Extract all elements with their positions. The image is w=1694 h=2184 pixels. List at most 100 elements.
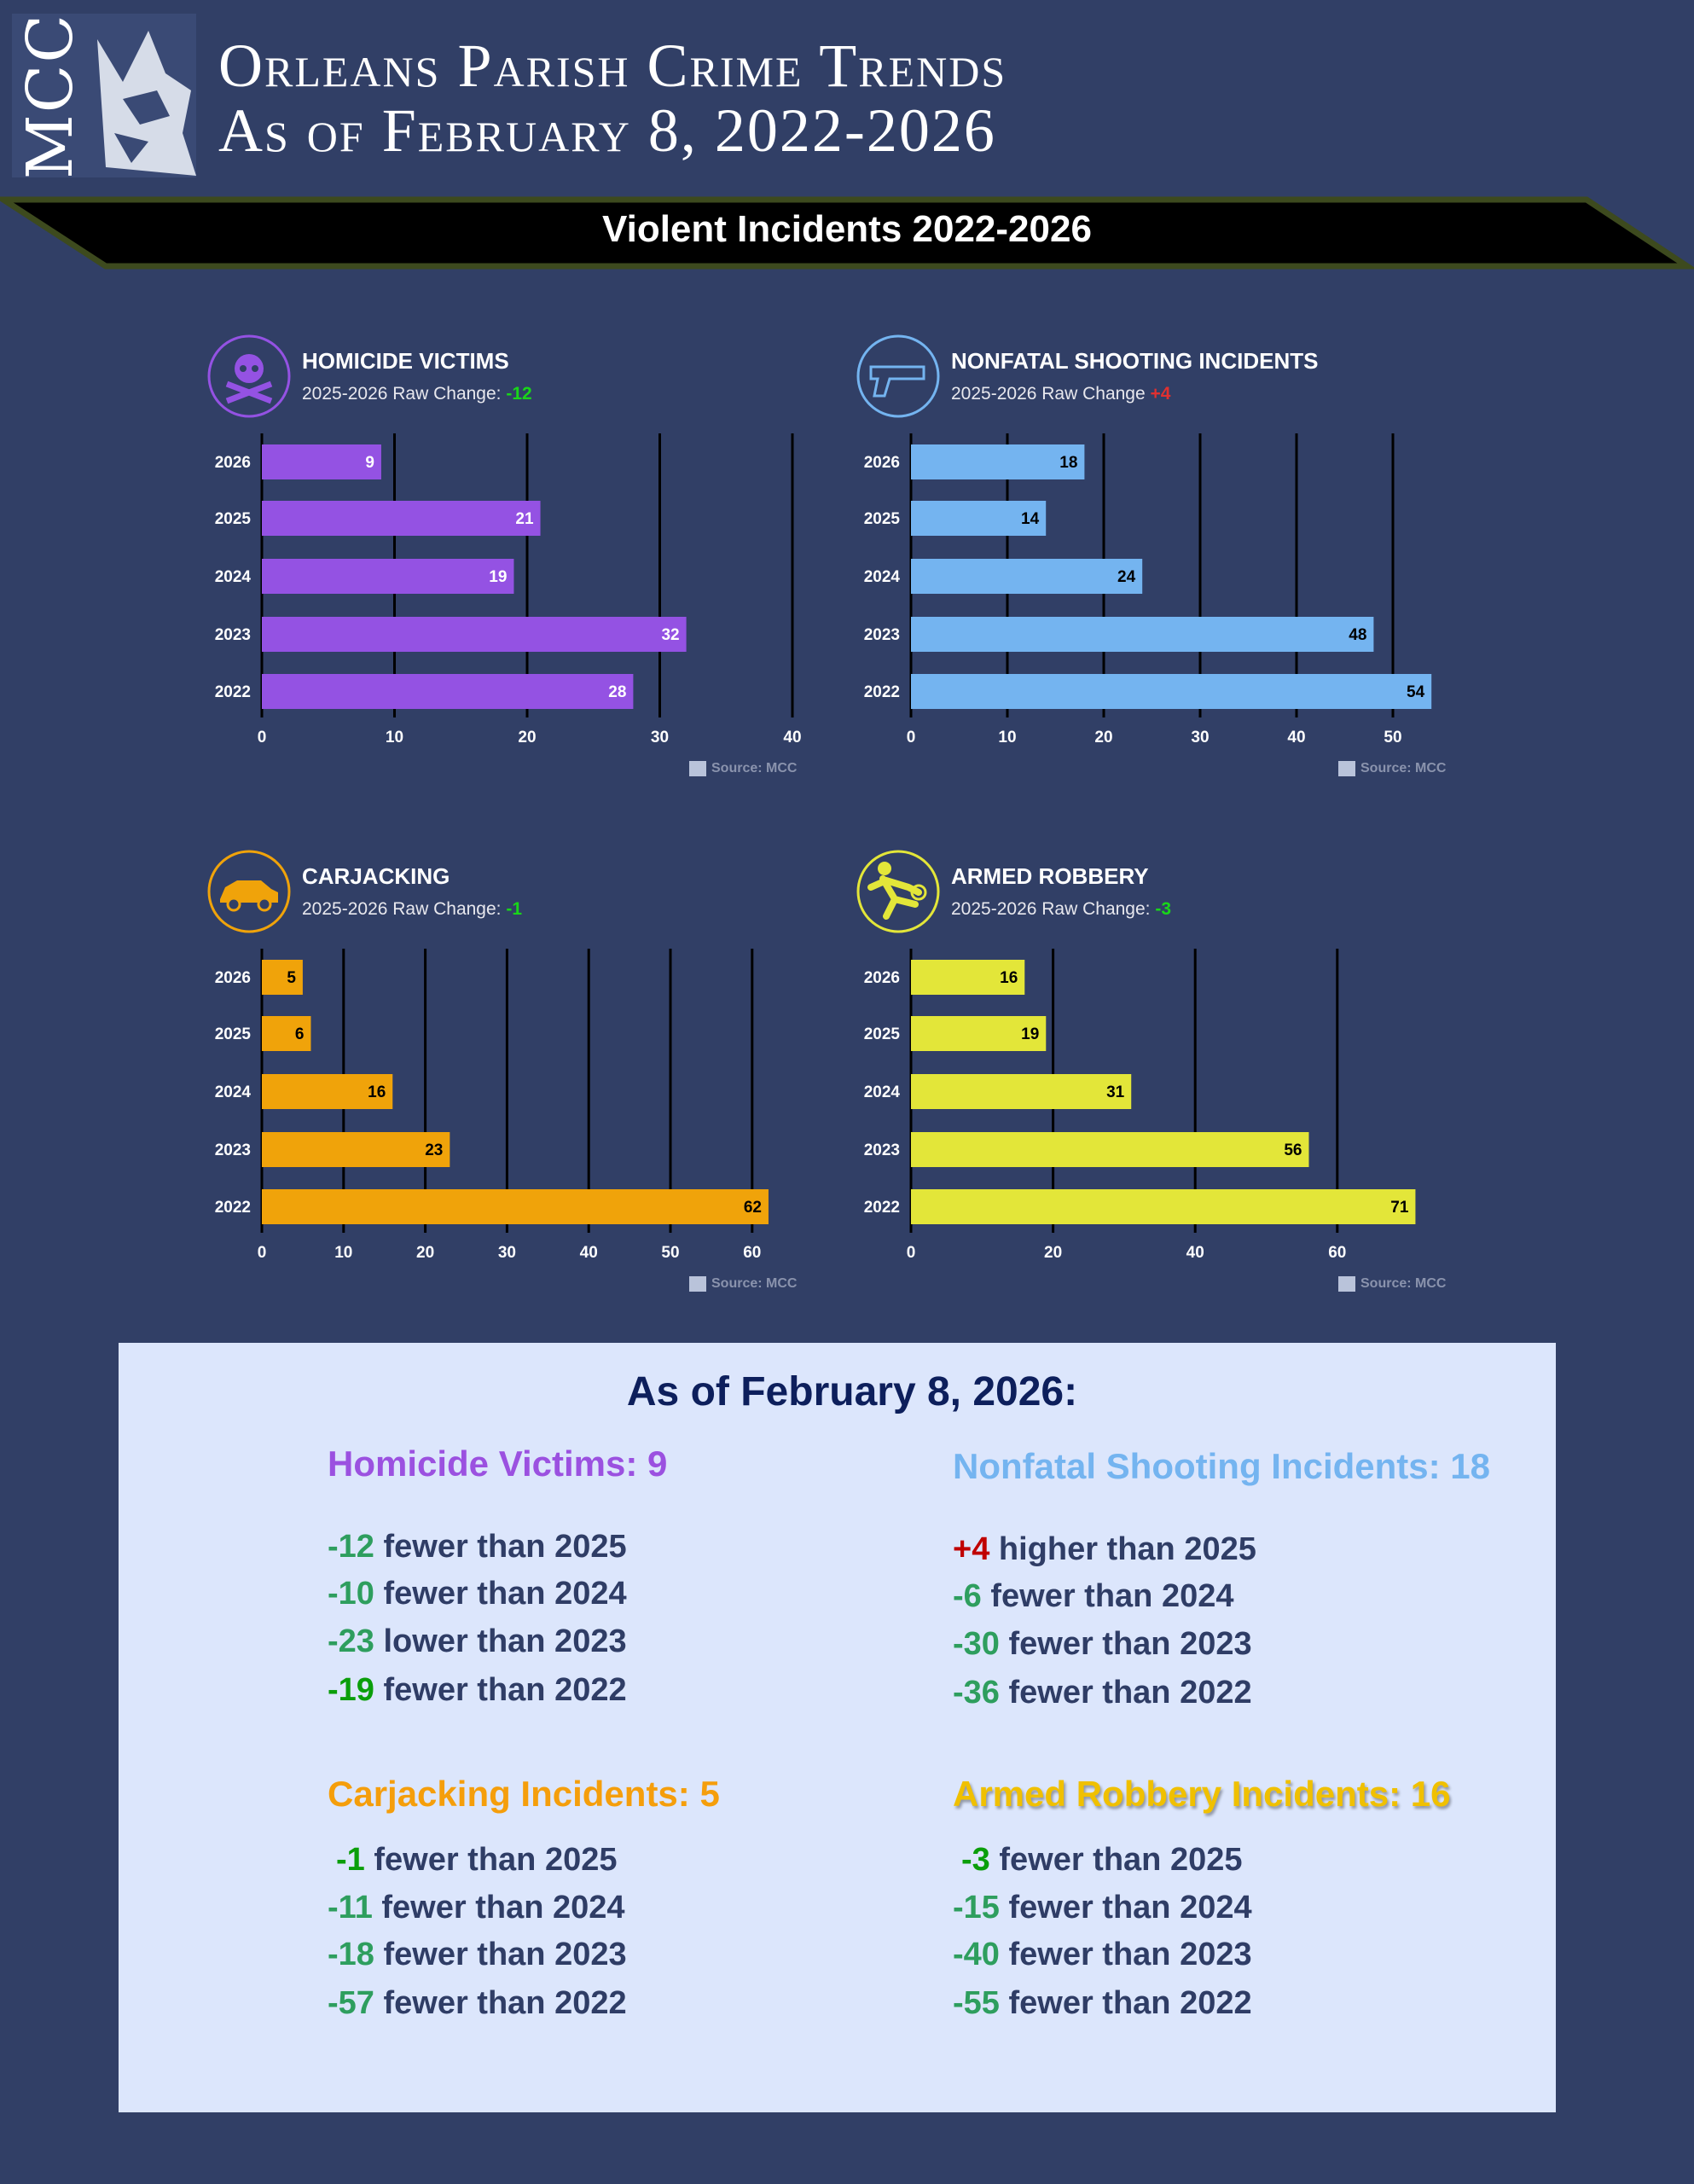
x-tick-label: 40: [783, 729, 801, 746]
loot-bag: [910, 884, 927, 901]
bar-value-label: 32: [661, 626, 679, 644]
bar-2025: [911, 1016, 1047, 1051]
bar-value-label: 31: [1106, 1083, 1125, 1101]
page-subtitle: As of February 8, 2022-2026: [218, 96, 996, 165]
y-category-label: 2024: [215, 1083, 252, 1101]
delta-text: fewer than 2023: [374, 1937, 627, 1972]
chart-carjacking: 0 10 20 30 40 50 60 2026 5 2025 6 2024 16 2023 23 2022 6…: [196, 839, 844, 1317]
bar-value-label: 16: [368, 1083, 386, 1101]
bar-value-label: 16: [1000, 969, 1018, 987]
bar-2025: [262, 1016, 311, 1051]
skull: [235, 354, 264, 383]
x-tick-label: 40: [580, 1244, 598, 1262]
chart-svg: 0 10 20 30 40 50 2026 18 2025 14 2024 24 2023 48 2022 5…: [856, 334, 1432, 746]
chart-homicide-victims: 0 10 20 30 40 2026 9 2025 21 2024 19 2023 32 2022 28 H…: [196, 324, 844, 802]
delta-value: -19: [328, 1672, 374, 1708]
delta-value: +4: [953, 1531, 990, 1567]
bar-value-label: 71: [1390, 1199, 1409, 1217]
delta-text: fewer than 2023: [999, 1937, 1252, 1972]
bar-value-label: 21: [515, 510, 534, 528]
delta-text: fewer than 2022: [374, 1985, 627, 2021]
y-category-label: 2022: [215, 683, 251, 701]
delta-value: -57: [328, 1985, 374, 2021]
delta-text: fewer than 2024: [374, 1576, 627, 1612]
x-tick-label: 40: [1186, 1244, 1204, 1262]
delta-value: -12: [328, 1529, 374, 1565]
bar-2026: [262, 444, 381, 479]
source-text: Source: MCC: [711, 1276, 798, 1292]
summary-line: -36 fewer than 2022: [953, 1675, 1252, 1711]
summary-line: -30 fewer than 2023: [953, 1626, 1252, 1663]
bar-2026: [262, 960, 303, 995]
icon-ring: [207, 850, 291, 933]
delta-text: fewer than 2022: [999, 1675, 1252, 1711]
raw-change-value: -3: [1155, 899, 1172, 919]
summary-title: As of February 8, 2026:: [626, 1369, 1078, 1414]
chart-source: Source: MCC: [1338, 1276, 1446, 1292]
wheel: [226, 897, 241, 912]
delta-value: -10: [328, 1576, 374, 1612]
delta-value: -3: [961, 1842, 990, 1878]
y-category-label: 2025: [864, 510, 901, 528]
x-tick-label: 50: [661, 1244, 679, 1262]
summary-heading: Armed Robbery Incidents: 16: [953, 1774, 1451, 1814]
crossbones: [225, 380, 273, 404]
bar-2025: [262, 501, 541, 536]
chart-nonfatal-shooting: 0 10 20 30 40 50 2026 18 2025 14 2024 24 2023 48 2022 5…: [845, 324, 1494, 802]
bar-2023: [262, 617, 687, 652]
chart-title: NONFATAL SHOOTING INCIDENTS: [951, 348, 1319, 374]
bar-2024: [262, 1074, 393, 1109]
chart-subtitle: 2025-2026 Raw Change +4: [951, 384, 1170, 404]
delta-value: -11: [328, 1890, 373, 1926]
car-body: [220, 880, 278, 903]
delta-text: fewer than 2025: [364, 1842, 618, 1878]
summary-line: -18 fewer than 2023: [328, 1937, 627, 1973]
bar-value-label: 9: [365, 454, 374, 472]
chart-title: HOMICIDE VICTIMS: [302, 348, 509, 374]
summary-line: -19 fewer than 2022: [328, 1672, 627, 1709]
y-category-label: 2026: [864, 454, 900, 472]
x-tick-label: 30: [651, 729, 669, 746]
chart-title: ARMED ROBBERY: [951, 863, 1149, 889]
source-text: Source: MCC: [1360, 1276, 1447, 1292]
body: [867, 875, 922, 920]
bar-value-label: 6: [295, 1025, 305, 1043]
bar-value-label: 23: [425, 1141, 443, 1159]
x-tick-label: 10: [998, 729, 1016, 746]
x-tick-label: 30: [1191, 729, 1209, 746]
raw-change-value: +4: [1150, 384, 1171, 404]
x-tick-label: 30: [498, 1244, 516, 1262]
delta-value: -1: [336, 1842, 365, 1878]
summary-line: -3 fewer than 2025: [961, 1842, 1242, 1879]
bar-2023: [911, 617, 1374, 652]
chart-svg: 0 20 40 60 2026 16 2025 19 2024 31 2023 56 2022 71: [856, 850, 1416, 1262]
summary-line: -6 fewer than 2024: [953, 1578, 1233, 1615]
summary-line: -55 fewer than 2022: [953, 1985, 1252, 2022]
bar-2025: [911, 501, 1047, 536]
icon-ring: [856, 334, 940, 418]
source-logo-icon: [1338, 1276, 1355, 1292]
bar-2024: [262, 559, 514, 594]
bar-value-label: 28: [608, 683, 626, 701]
summary-line: +4 higher than 2025: [953, 1531, 1256, 1568]
source-logo-icon: [689, 761, 706, 776]
chart-subtitle: 2025-2026 Raw Change: -3: [951, 899, 1171, 920]
eye: [252, 365, 258, 372]
summary-line: -11 fewer than 2024: [328, 1890, 625, 1926]
y-category-label: 2023: [215, 1141, 251, 1159]
x-tick-label: 40: [1287, 729, 1305, 746]
bar-2023: [911, 1132, 1309, 1167]
bar-value-label: 19: [1021, 1025, 1039, 1043]
chart-source: Source: MCC: [1338, 761, 1446, 776]
y-category-label: 2022: [864, 683, 900, 701]
chart-svg: 0 10 20 30 40 50 60 2026 5 2025 6 2024 16 2023 23 2022 6…: [207, 850, 769, 1262]
bar-value-label: 18: [1059, 454, 1077, 472]
bar-2026: [911, 960, 1025, 995]
x-tick-label: 60: [743, 1244, 761, 1262]
skull-crossbones-icon: [207, 334, 291, 418]
y-category-label: 2024: [864, 568, 901, 586]
car-icon: [207, 850, 291, 933]
bar-2022: [262, 674, 634, 709]
delta-text: fewer than 2025: [989, 1842, 1243, 1878]
summary-line: -1 fewer than 2025: [336, 1842, 617, 1879]
